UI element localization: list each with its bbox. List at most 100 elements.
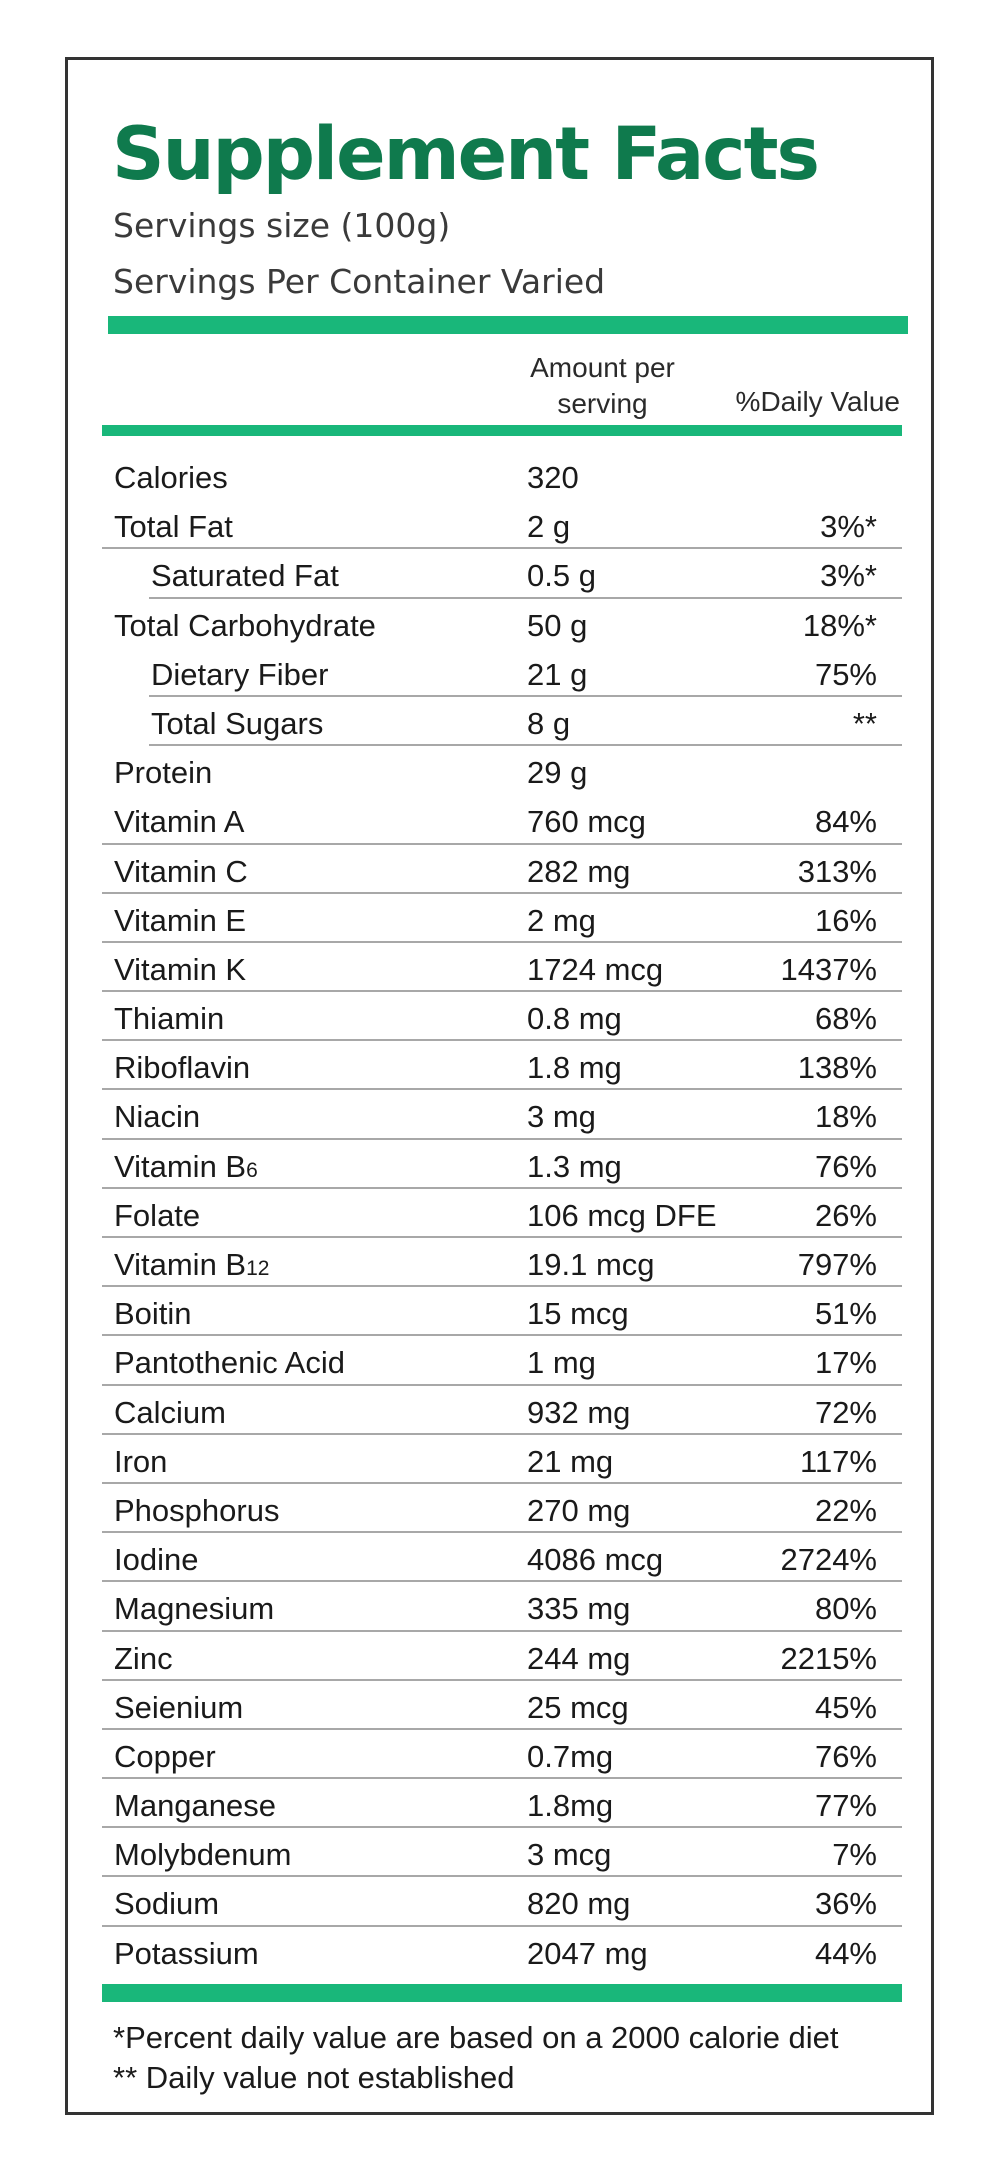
table-row: Vitamin B6 1.3 mg 76%	[102, 1140, 902, 1190]
label-title: Supplement Facts	[112, 112, 820, 197]
nutrient-amount: 760 mcg	[527, 804, 646, 840]
nutrient-name-text: Niacin	[114, 1099, 201, 1135]
nutrient-name-text: Magnesium	[114, 1591, 275, 1627]
nutrient-name: Calories	[114, 460, 228, 496]
amount-column-header: Amount per serving	[515, 350, 690, 422]
nutrient-amount: 282 mg	[527, 853, 631, 889]
nutrient-name: Vitamin B6	[114, 1149, 258, 1185]
nutrient-amount: 15 mcg	[527, 1296, 629, 1332]
table-row: Vitamin A 760 mcg 84%	[102, 795, 902, 845]
nutrient-name: Copper	[114, 1739, 216, 1775]
footnote-not-established: ** Daily value not established	[113, 2060, 515, 2095]
nutrient-name: Niacin	[114, 1099, 200, 1135]
nutrient-name: Seienium	[114, 1690, 243, 1726]
nutrient-amount: 2 g	[527, 509, 571, 545]
table-row: Calcium 932 mg 72%	[102, 1386, 902, 1435]
nutrient-name-text: Total Sugars	[151, 705, 324, 741]
nutrient-name: Calcium	[114, 1395, 226, 1431]
amount-header-line1: Amount per	[530, 352, 675, 383]
daily-value-column-header: %Daily Value	[735, 386, 900, 417]
nutrient-name-text: Zinc	[114, 1640, 173, 1676]
nutrient-daily-value: 77%	[814, 1788, 877, 1824]
nutrient-table: Calories 320 Total Fat 2 g 3%* Saturated Fat 0…	[102, 451, 902, 1976]
nutrient-name-text: Vitamin A	[114, 804, 245, 840]
nutrient-name: Thiamin	[114, 1001, 224, 1037]
nutrient-name: Iodine	[114, 1542, 198, 1578]
nutrient-name: Riboflavin	[114, 1050, 250, 1086]
table-row: Copper 0.7mg 76%	[102, 1730, 902, 1780]
nutrient-name-text: Vitamin C	[114, 853, 248, 889]
nutrient-daily-value: 138%	[797, 1050, 877, 1086]
nutrient-amount: 3 mcg	[527, 1837, 612, 1873]
nutrient-daily-value: 117%	[800, 1443, 877, 1479]
table-row: Sodium 820 mg 36%	[102, 1877, 902, 1927]
table-row: Magnesium 335 mg 80%	[102, 1582, 902, 1632]
nutrient-name: Potassium	[114, 1936, 259, 1972]
nutrient-name-text: Calcium	[114, 1394, 226, 1430]
nutrient-name-text: Iron	[114, 1443, 168, 1479]
nutrient-amount: 820 mg	[527, 1886, 631, 1922]
nutrient-daily-value: 84%	[814, 804, 877, 840]
table-row: Vitamin K 1724 mcg 1437%	[102, 943, 902, 993]
table-row: Vitamin C 282 mg 313%	[102, 845, 902, 894]
nutrient-daily-value: 68%	[814, 1001, 877, 1037]
table-row: Molybdenum 3 mcg 7%	[102, 1828, 902, 1878]
nutrient-daily-value: 17%	[814, 1345, 877, 1381]
nutrient-amount: 2 mg	[527, 902, 596, 938]
nutrient-name: Manganese	[114, 1788, 276, 1824]
table-row: Phosphorus 270 mg 22%	[102, 1484, 902, 1534]
nutrient-amount: 19.1 mcg	[527, 1247, 655, 1282]
nutrient-amount: 50 g	[527, 607, 588, 643]
nutrient-name: Vitamin C	[114, 854, 248, 890]
nutrient-daily-value: 1437%	[780, 951, 877, 987]
nutrient-name-text: Pantothenic Acid	[114, 1345, 345, 1381]
nutrient-amount: 1 mg	[527, 1345, 596, 1381]
nutrient-amount: 106 mcg DFE	[527, 1197, 717, 1233]
nutrient-name: Folate	[114, 1198, 200, 1234]
nutrient-amount: 21 mg	[527, 1443, 614, 1479]
nutrient-name: Total Sugars	[151, 706, 323, 742]
nutrient-name-text: Saturated Fat	[151, 558, 339, 594]
table-row: Zinc 244 mg 2215%	[102, 1632, 902, 1681]
nutrient-daily-value: **	[852, 705, 877, 741]
nutrient-name-text: Dietary Fiber	[151, 656, 329, 692]
nutrient-amount: 21 g	[527, 656, 588, 692]
nutrient-name-text: Copper	[114, 1738, 216, 1774]
nutrient-amount: 270 mg	[527, 1492, 631, 1528]
nutrient-daily-value: 313%	[797, 853, 877, 889]
nutrient-name-text: Vitamin B	[114, 1148, 247, 1184]
table-row: Calories 320	[102, 451, 902, 500]
nutrient-daily-value: 22%	[814, 1492, 877, 1528]
nutrient-name-text: Protein	[114, 755, 213, 791]
nutrient-name: Saturated Fat	[151, 558, 339, 594]
nutrient-amount: 8 g	[527, 705, 571, 741]
nutrient-daily-value: 75%	[814, 656, 877, 692]
nutrient-name: Total Carbohydrate	[114, 608, 376, 644]
table-row: Total Carbohydrate 50 g 18%*	[102, 599, 902, 648]
footnote-percent: *Percent daily value are based on a 2000…	[113, 2020, 839, 2055]
nutrient-amount: 335 mg	[527, 1591, 631, 1627]
nutrient-daily-value: 51%	[814, 1296, 877, 1332]
table-row: Thiamin 0.8 mg 68%	[102, 992, 902, 1042]
nutrient-name-text: Thiamin	[114, 1001, 225, 1037]
nutrient-daily-value: 16%	[814, 902, 877, 938]
nutrient-name: Vitamin A	[114, 804, 244, 840]
nutrient-amount: 1.3 mg	[527, 1148, 622, 1184]
nutrient-name-text: Calories	[114, 460, 228, 495]
nutrient-daily-value: 72%	[814, 1394, 877, 1430]
nutrient-name-text: Iodine	[114, 1542, 199, 1578]
nutrient-name-text: Riboflavin	[114, 1050, 251, 1086]
nutrient-amount: 932 mg	[527, 1394, 631, 1430]
table-row: Riboflavin 1.8 mg 138%	[102, 1041, 902, 1091]
table-row: Dietary Fiber 21 g 75%	[102, 648, 902, 698]
nutrient-name-text: Sodium	[114, 1886, 220, 1922]
nutrient-name-text: Total Carbohydrate	[114, 607, 376, 643]
serving-size: Servings size (100g)	[113, 206, 451, 245]
nutrient-amount: 0.8 mg	[527, 1001, 622, 1037]
nutrient-amount: 1724 mcg	[527, 951, 664, 987]
nutrient-name: Zinc	[114, 1641, 173, 1677]
table-row: Potassium 2047 mg 44%	[102, 1927, 902, 1976]
nutrient-name-suffix: 12	[246, 1257, 270, 1280]
table-row: Total Fat 2 g 3%*	[102, 500, 902, 550]
nutrient-name: Boitin	[114, 1296, 192, 1332]
